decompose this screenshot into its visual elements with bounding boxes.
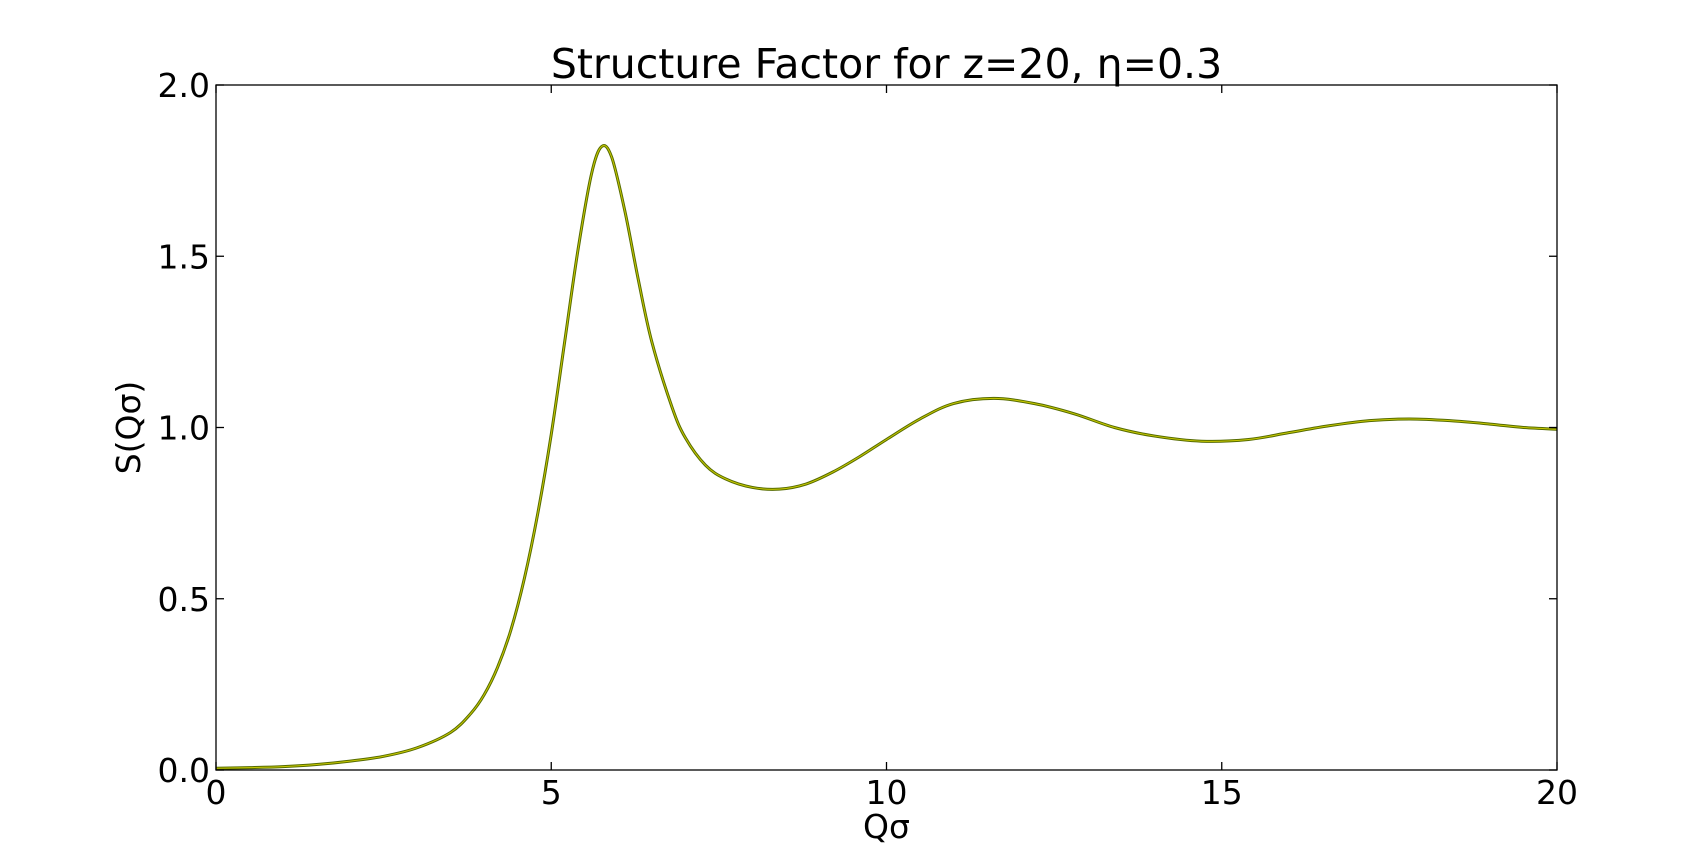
series-line	[215, 145, 1558, 769]
y-tick-label: 2.0	[158, 66, 210, 105]
x-axis-label: Qσ	[863, 807, 910, 846]
x-tick-label: 20	[1536, 773, 1578, 812]
chart-title: Structure Factor for z=20, η=0.3	[551, 40, 1222, 88]
x-tick-label: 0	[206, 773, 227, 812]
x-tick-label: 10	[866, 773, 908, 812]
y-tick-label: 0.5	[158, 580, 210, 619]
x-tick-label: 5	[541, 773, 562, 812]
tick-layer: 0 5 10 15 20 0.0 0.5 1.0 1.5 2.0	[158, 66, 1578, 812]
y-tick-label: 1.5	[158, 237, 210, 276]
y-tick-label: 0.0	[158, 751, 210, 790]
curve-layer	[215, 144, 1558, 770]
y-tick-label: 1.0	[158, 409, 210, 448]
y-axis-label: S(Qσ)	[109, 381, 148, 475]
x-tick-label: 15	[1201, 773, 1243, 812]
